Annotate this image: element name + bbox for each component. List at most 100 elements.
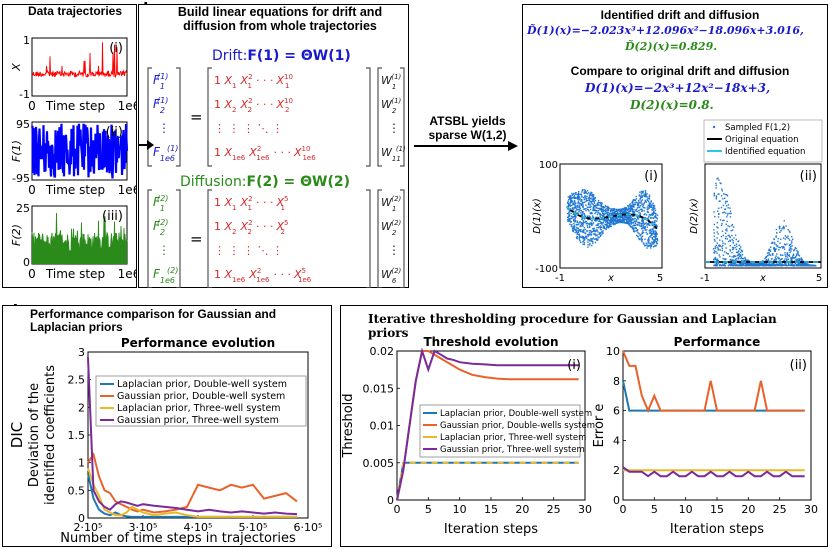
scatter-point: [581, 191, 583, 193]
equals-sign: =: [190, 230, 203, 248]
scatter-point: [575, 196, 577, 199]
scatter-point: [573, 199, 576, 202]
scatter-point: [602, 215, 604, 218]
scatter-point: [576, 208, 579, 211]
scatter-point: [585, 200, 587, 202]
scatter-point: [652, 217, 655, 220]
scatter-point: [595, 204, 598, 206]
scatter-point: [752, 264, 754, 267]
scatter-point: [744, 264, 747, 267]
scatter-point: [581, 217, 584, 220]
x-tick-label: 3·10⁵: [129, 521, 158, 534]
scatter-point: [790, 257, 792, 259]
scatter-point: [782, 254, 784, 256]
scatter-point: [768, 251, 770, 254]
scatter-point: [584, 189, 587, 191]
scatter-point: [799, 259, 801, 262]
scatter-point: [591, 215, 594, 217]
scatter-point: [603, 220, 605, 222]
scatter-point: [790, 264, 792, 267]
scatter-point: [627, 205, 629, 207]
scatter-point: [642, 206, 644, 208]
scatter-point: [573, 222, 575, 225]
scatter-point: [641, 196, 643, 199]
scatter-point: [605, 228, 607, 231]
scatter-point: [736, 251, 739, 254]
scatter-point: [637, 204, 640, 206]
scatter-point: [765, 263, 768, 265]
scatter-point: [793, 264, 795, 267]
scatter-point: [598, 225, 600, 228]
scatter-point: [715, 198, 718, 200]
scatter-point: [719, 256, 721, 258]
scatter-point: [577, 202, 579, 204]
scatter-point: [633, 206, 635, 208]
lhs-entry: F1(2): [153, 194, 168, 213]
scatter-point: [724, 237, 727, 240]
scatter-point: [740, 259, 743, 262]
scatter-point: [651, 214, 654, 216]
scatter-point: [629, 207, 631, 210]
scatter-point: [806, 263, 808, 265]
scatter-point: [644, 238, 646, 241]
scatter-point: [580, 228, 582, 231]
scatter-point: [744, 258, 747, 260]
scatter-point: [737, 250, 740, 253]
scatter-point: [601, 231, 603, 233]
scatter-point: [628, 211, 630, 213]
scatter-point: [648, 245, 650, 247]
scatter-point: [608, 214, 610, 216]
scatter-point: [733, 262, 735, 265]
scatter-point: [789, 231, 791, 233]
scatter-point: [635, 226, 637, 229]
scatter-point: [638, 216, 641, 218]
scatter-point: [731, 234, 733, 237]
scatter-point: [788, 249, 790, 252]
scatter-point: [782, 225, 785, 228]
scatter-point: [735, 243, 738, 245]
scatter-point: [618, 220, 620, 222]
scatter-point: [578, 206, 580, 208]
scatter-point: [602, 206, 605, 209]
scatter-point: [636, 219, 638, 221]
scatter-point: [588, 198, 590, 200]
scatter-point: [602, 222, 604, 224]
scatter-point: [635, 195, 637, 198]
scatter-point: [640, 202, 642, 204]
scatter-point: [716, 263, 718, 266]
scatter-point: [772, 248, 775, 250]
scatter-point: [715, 182, 717, 185]
scatter-point: [593, 233, 596, 236]
scatter-point: [612, 208, 614, 210]
scatter-point: [653, 239, 655, 241]
scatter-point: [730, 259, 732, 261]
scatter-point: [734, 259, 737, 261]
scatter-point: [591, 196, 593, 198]
scatter-point: [629, 219, 632, 221]
scatter-point: [609, 220, 612, 223]
scatter-point: [717, 244, 720, 247]
identified-drift: D̃(1)(x)=−2.023x³+12.096x²−18.096x+3.016…: [527, 24, 804, 37]
scatter-point: [585, 222, 588, 225]
scatter-point: [653, 240, 655, 242]
scatter-point: [726, 238, 728, 240]
scatter-point: [757, 263, 760, 266]
scatter-point: [578, 229, 581, 231]
scatter-point: [622, 221, 625, 223]
scatter-point: [737, 254, 740, 256]
scatter-point: [773, 246, 775, 249]
scatter-point: [642, 204, 645, 206]
scatter-point: [641, 235, 643, 238]
scatter-point: [645, 200, 647, 203]
scatter-point: [727, 234, 729, 237]
scatter-point: [592, 193, 595, 196]
scatter-point: [735, 238, 737, 241]
scatter-point: [731, 259, 733, 262]
trajectory-plot: (ii)95-95F(1)0 Time step 1e6: [10, 118, 137, 197]
scatter-point: [581, 204, 583, 207]
scatter-point: [594, 208, 596, 211]
scatter-point: [607, 219, 609, 222]
scatter-point: [727, 253, 730, 255]
scatter-point: [721, 223, 723, 225]
